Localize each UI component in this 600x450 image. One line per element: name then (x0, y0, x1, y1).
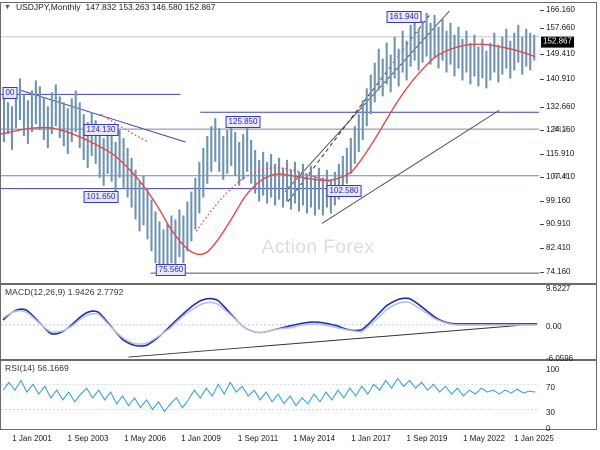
x-label-8: 1 May 2022 (463, 434, 505, 443)
macd-trendline (128, 323, 538, 358)
macd-axis-label-0: 9.6227 (546, 284, 571, 293)
macd-main-line (2, 297, 538, 347)
macd-chart-svg (1, 297, 540, 358)
x-label-7: 1 Sep 2019 (406, 434, 448, 443)
watermark-action-forex: Action Forex (261, 237, 375, 258)
x-label-4: 1 Sep 2011 (237, 434, 279, 443)
macd-axis-label-2: -6.0596 (546, 354, 574, 363)
axis-label-9: 90.910 (546, 219, 571, 228)
chart-title-bar: ▼ USDJPY,Monthly 147.832 153.263 146.580… (0, 0, 597, 14)
candlestick-series (2, 12, 536, 274)
rsi-pane[interactable]: RSI(14) 56.1669 (0, 360, 597, 430)
axis-label-0: 166.160 (546, 5, 575, 14)
price-tag-124130[interactable]: 124.130 (83, 124, 119, 136)
channel-lower (321, 109, 500, 224)
price-chart-svg (1, 10, 540, 274)
price-tag-102580[interactable]: 102.580 (326, 185, 362, 197)
trendline-descending (20, 89, 186, 143)
price-tag-101650[interactable]: 101.650 (83, 191, 119, 203)
rsi-line (2, 377, 536, 413)
axis-label-7: 107.410 (546, 172, 575, 181)
moving-average-line (1, 43, 536, 256)
axis-label-4: 132.660 (546, 102, 575, 111)
triangle-down-icon[interactable]: ▼ (4, 3, 11, 11)
current-price-tag: 152.867 (541, 36, 574, 48)
rsi-pane-label: RSI(14) 56.1669 (5, 363, 69, 373)
axis-label-3: 140.910 (546, 74, 575, 83)
axis-label-5: 124.160 (546, 125, 575, 134)
macd-pane[interactable]: MACD(12,26,9) 1.9426 2.7792 (0, 284, 597, 360)
price-tag-125850[interactable]: 125.850 (225, 116, 261, 128)
price-tag-161940[interactable]: 161.940 (386, 11, 422, 23)
axis-label-6: 115.910 (546, 149, 575, 158)
x-label-1: 1 Sep 2003 (67, 434, 109, 443)
x-label-3: 1 Jan 2009 (181, 434, 221, 443)
axis-label-1: 157.660 (546, 23, 575, 32)
axis-label-8: 99.160 (546, 196, 571, 205)
ohlc-quote-label: 147.832 153.263 146.580 152.867 (85, 2, 216, 12)
x-label-2: 1 May 2006 (124, 434, 166, 443)
rsi-chart-svg (1, 377, 540, 413)
fib-label-382: 38.2 (553, 124, 568, 133)
price-tag-75560[interactable]: 75.560 (155, 264, 187, 276)
fib-label-618: 61.8 (553, 171, 568, 180)
x-label-9: 1 Jan 2025 (514, 434, 554, 443)
rsi-axis-label-2: 30 (546, 408, 555, 417)
price-axis[interactable]: 166.160 157.660 152.867 149.410 140.910 … (540, 2, 600, 433)
axis-label-10: 82.410 (546, 243, 571, 252)
moving-average-dotted (100, 113, 331, 232)
rsi-axis-label-0: 100 (546, 365, 560, 374)
x-label-6: 1 Jan 2017 (351, 434, 391, 443)
rsi-axis-label-1: 70 (546, 383, 555, 392)
x-label-0: 1 Jan 2001 (12, 434, 52, 443)
time-axis[interactable]: 1 Jan 2001 1 Sep 2003 1 May 2006 1 Jan 2… (0, 430, 597, 450)
price-pane[interactable] (0, 2, 597, 284)
rsi-axis-label-3: 0 (546, 424, 551, 433)
channel-median-dashed (287, 14, 430, 202)
axis-label-11: 74.160 (546, 267, 571, 276)
macd-pane-label: MACD(12,26,9) 1.9426 2.7792 (5, 287, 124, 297)
axis-label-2: 149.410 (546, 49, 575, 58)
macd-signal-line (2, 301, 538, 345)
x-label-5: 1 May 2014 (293, 434, 335, 443)
price-tag-0[interactable]: 00 (2, 87, 18, 99)
macd-axis-label-1: 0.00 (546, 322, 562, 331)
symbol-label: USDJPY,Monthly (15, 2, 81, 12)
